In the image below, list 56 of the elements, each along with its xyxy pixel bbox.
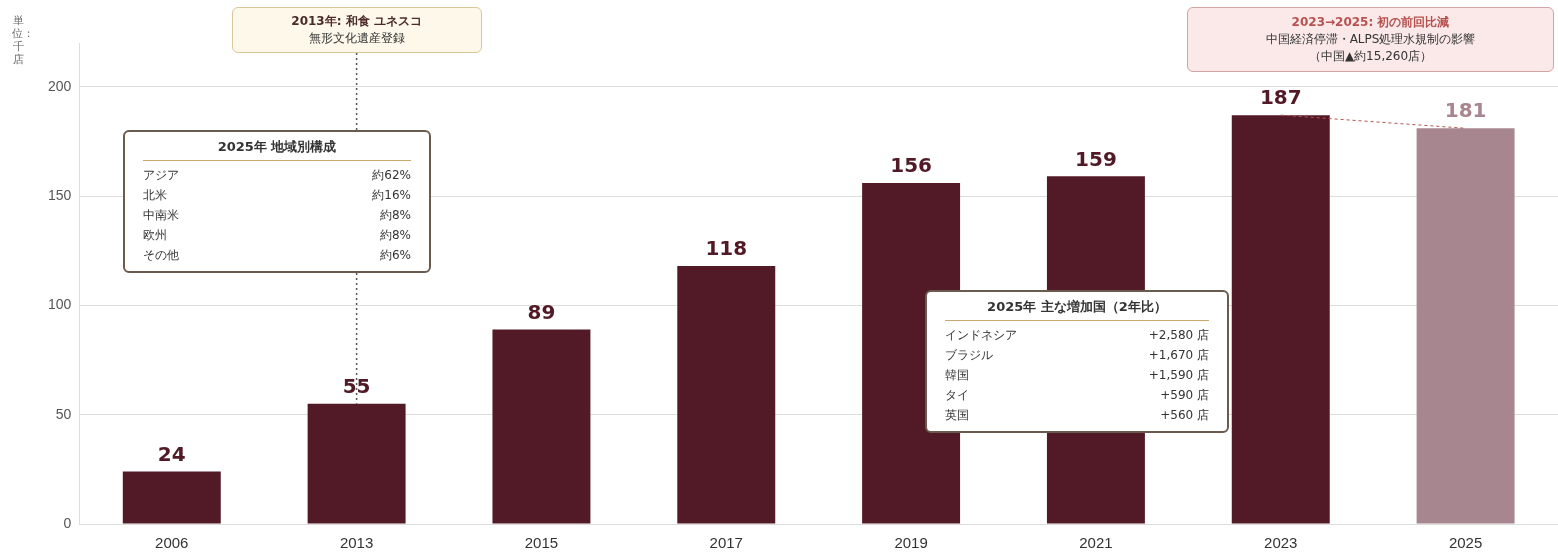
annotation: 欧州 bbox=[143, 227, 167, 244]
annotation: 2025年 地域別構成 bbox=[143, 138, 411, 161]
annotation: +2,580 店 bbox=[1148, 327, 1209, 344]
data-label: 156 bbox=[890, 153, 932, 178]
annotation: 約16% bbox=[372, 187, 411, 204]
annotation: 約8% bbox=[379, 227, 411, 244]
annotation: 英国 bbox=[945, 407, 969, 424]
annotation: その他 bbox=[143, 247, 179, 264]
y-tick-label: 100 bbox=[48, 296, 72, 313]
x-tick-label: 2019 bbox=[894, 534, 928, 552]
y-tick-label: 200 bbox=[48, 77, 72, 94]
data-label: 89 bbox=[527, 299, 556, 324]
data-label: 118 bbox=[705, 236, 748, 261]
annotation: 中南米 bbox=[143, 207, 179, 224]
annotation: 中国経済停滞・ALPS処理水規制の影響 bbox=[1264, 31, 1477, 48]
note-box: 2013年: 和食 ユネスコ 無形文化遺産登録 bbox=[231, 7, 482, 53]
annotation: タイ bbox=[945, 387, 969, 404]
annotation: 北米 bbox=[143, 187, 167, 204]
data-label: 181 bbox=[1444, 98, 1487, 123]
annotation: +1,670 店 bbox=[1148, 347, 1209, 364]
annotation: アジア bbox=[143, 167, 179, 184]
annotation: 約62% bbox=[372, 167, 411, 184]
annotation: 韓国 bbox=[945, 367, 969, 384]
bar bbox=[677, 266, 776, 524]
bar bbox=[492, 329, 591, 524]
x-tick-label: 2025 bbox=[1448, 534, 1483, 552]
data-label: 187 bbox=[1259, 85, 1302, 110]
annotation: 2025年 主な増加国（2年比） bbox=[945, 298, 1209, 321]
annotation: ブラジル bbox=[945, 347, 993, 364]
x-tick-label: 2006 bbox=[155, 534, 189, 552]
y-tick-label: 50 bbox=[55, 405, 72, 422]
annotation: +590 店 bbox=[1160, 387, 1209, 404]
annotation: 無形文化遺産登録 bbox=[307, 30, 406, 47]
annotation: +560 店 bbox=[1160, 407, 1209, 424]
note-box: 2023→2025: 初の前回比減 中国経済停滞・ALPS処理水規制の影響 （中国▲約15,260店） bbox=[1187, 7, 1554, 72]
x-tick-label: 2017 bbox=[709, 534, 743, 552]
x-tick-label: 2021 bbox=[1079, 534, 1113, 552]
x-tick-label: 2013 bbox=[339, 534, 374, 552]
annotation: 約8% bbox=[379, 207, 411, 224]
x-tick-label: 2023 bbox=[1264, 534, 1298, 552]
data-label: 55 bbox=[342, 373, 371, 398]
ref-line-label: 2013年: 和食 ユネスコ bbox=[290, 13, 423, 30]
y-tick-label: 150 bbox=[48, 186, 72, 203]
bar bbox=[307, 403, 406, 524]
annotation: インドネシア bbox=[945, 327, 1017, 344]
bar bbox=[1231, 115, 1330, 524]
x-tick-label: 2015 bbox=[524, 534, 559, 552]
annotation: +1,590 店 bbox=[1148, 367, 1209, 384]
data-label: 24 bbox=[157, 441, 186, 466]
y-tick-label: 0 bbox=[63, 514, 72, 531]
bar bbox=[1416, 128, 1515, 524]
annotation: 約6% bbox=[379, 247, 411, 264]
bar bbox=[122, 471, 221, 524]
data-label: 159 bbox=[1075, 146, 1117, 171]
y-axis-title: 単位：千店 bbox=[12, 14, 34, 66]
annotation: （中国▲約15,260店） bbox=[1307, 48, 1434, 65]
